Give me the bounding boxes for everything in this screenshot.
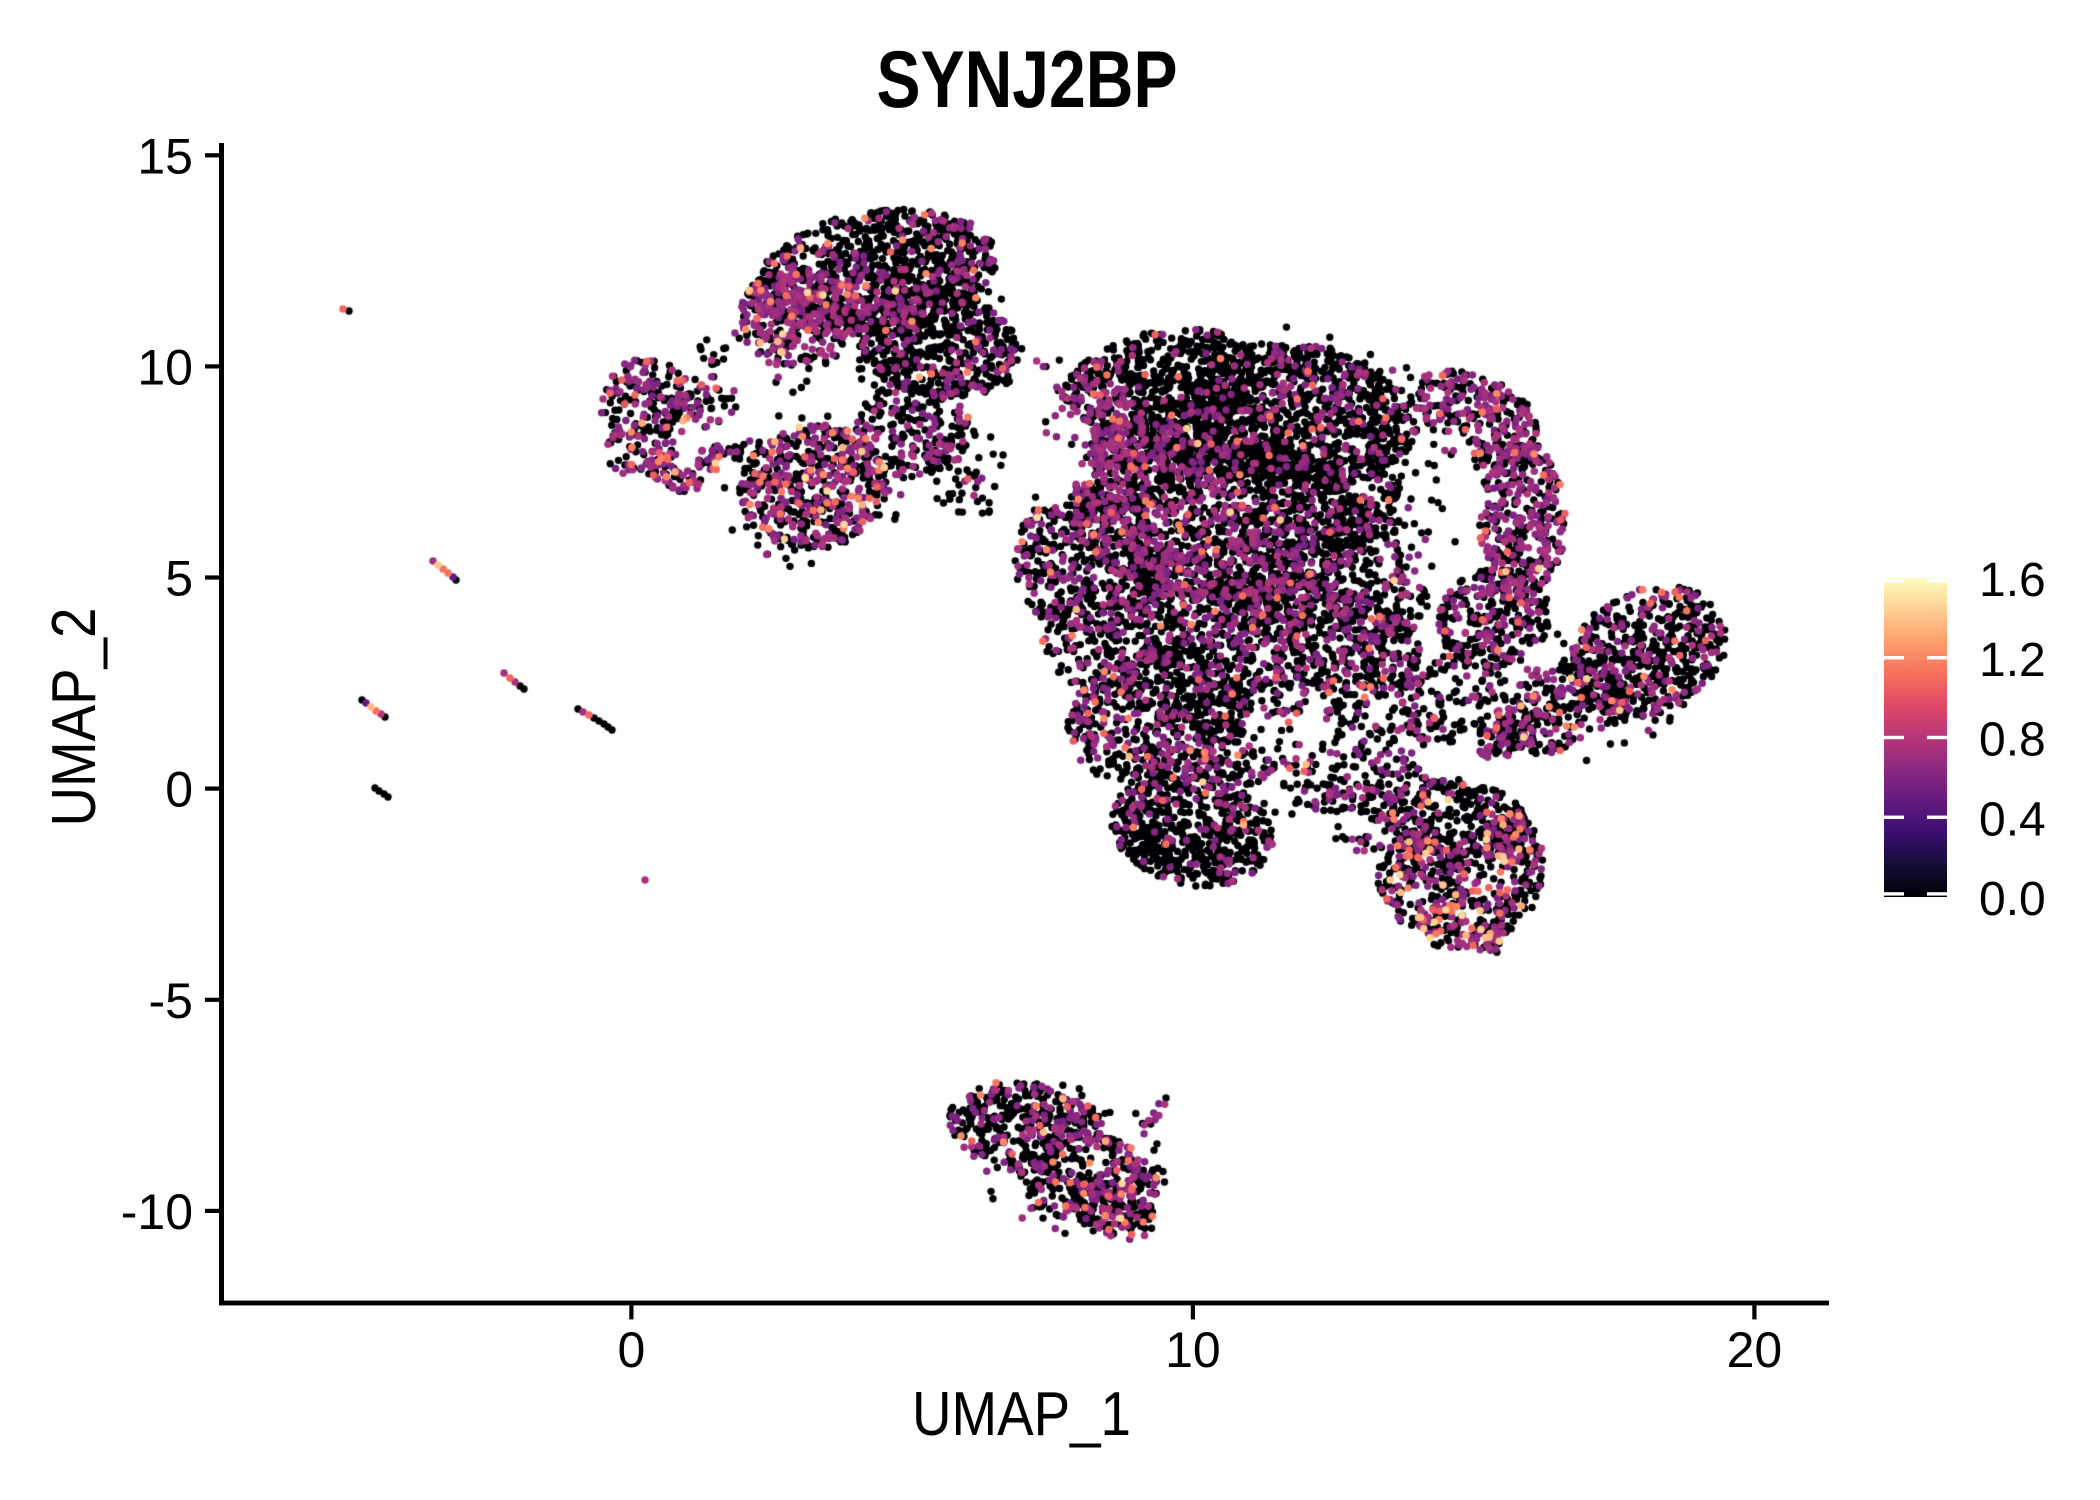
svg-text:UMAP_2: UMAP_2	[40, 608, 109, 827]
svg-text:10: 10	[137, 339, 193, 395]
svg-text:10: 10	[1165, 1322, 1221, 1378]
svg-text:UMAP_1: UMAP_1	[912, 1380, 1131, 1449]
svg-text:15: 15	[137, 128, 193, 184]
svg-text:0: 0	[617, 1322, 645, 1378]
svg-text:0.4: 0.4	[1979, 793, 2046, 846]
svg-text:20: 20	[1727, 1322, 1783, 1378]
svg-text:1.2: 1.2	[1979, 634, 2046, 687]
svg-text:0.8: 0.8	[1979, 714, 2046, 767]
svg-text:SYNJ2BP: SYNJ2BP	[877, 35, 1178, 125]
svg-text:5: 5	[165, 551, 193, 607]
svg-text:1.6: 1.6	[1979, 554, 2046, 607]
svg-text:0.0: 0.0	[1979, 873, 2046, 926]
svg-text:0: 0	[165, 762, 193, 818]
svg-text:-10: -10	[121, 1184, 193, 1240]
svg-text:-5: -5	[149, 973, 193, 1029]
